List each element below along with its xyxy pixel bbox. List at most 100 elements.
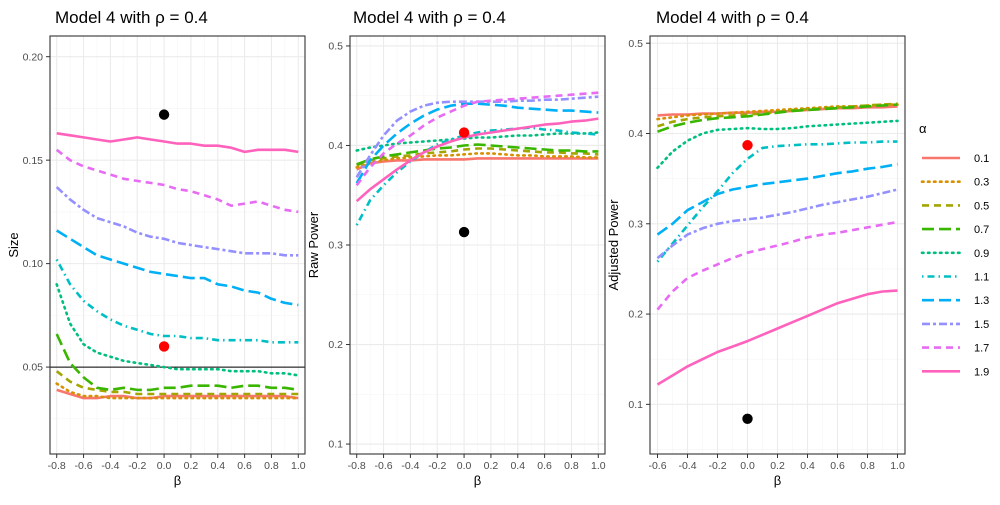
series-line-0-3 [55, 382, 300, 400]
x-tick-label: 0.4 [210, 460, 225, 472]
red-point [742, 140, 753, 151]
series-line-0-7 [657, 103, 898, 133]
series-line-0-7 [55, 333, 299, 392]
series-group [355, 91, 600, 226]
series-line-1-3 [56, 229, 299, 307]
x-tick-label: 1.0 [890, 460, 905, 472]
legend-label: 0.5 [974, 200, 989, 212]
legend-label: 0.9 [974, 248, 989, 260]
legend-label: 0.7 [974, 224, 989, 236]
y-tick-label: 0.1 [628, 399, 643, 411]
x-tick-label: 0.0 [157, 460, 172, 472]
black-point [458, 226, 470, 238]
y-tick-label: 0.3 [628, 218, 643, 230]
series-line-0-3 [656, 103, 899, 121]
y-tick-label: 0.2 [628, 309, 643, 321]
series-line-1-9 [355, 117, 599, 203]
legend-title: α [919, 121, 927, 136]
chart-title: Model 4 with ρ = 0.4 [353, 8, 506, 27]
x-tick-label: 1.0 [591, 460, 606, 472]
y-tick-label: 0.5 [328, 41, 343, 53]
x-tick-label: 0.4 [510, 460, 525, 472]
panel-2: -0.8 -0.6 -0.4 -0.2 0.0 0.2 0.4 0.6 0.8 1.0 0.1 0.2… [306, 8, 606, 488]
y-tick-label: 0.2 [328, 339, 343, 351]
y-tick-label: 0.1 [328, 439, 343, 451]
series-line-0-5 [356, 147, 599, 167]
series-line-1-7 [656, 220, 898, 311]
x-axis-title: β [174, 473, 181, 488]
series-line-1-5 [656, 188, 898, 260]
series-line-0-1 [356, 157, 599, 171]
y-tick-label: 0.05 [23, 362, 44, 374]
x-tick-label: 0.6 [237, 460, 252, 472]
y-tick-label: 0.20 [23, 51, 44, 63]
y-tick-label: 0.4 [628, 128, 643, 140]
x-tick-label: 0.6 [537, 460, 552, 472]
x-tick-label: 0.8 [860, 460, 875, 472]
x-tick-label: 0.2 [184, 460, 199, 472]
x-tick-label: 0.4 [800, 460, 815, 472]
x-tick-label: 0.2 [484, 460, 499, 472]
x-tick-label: 0.8 [564, 460, 579, 472]
panel-1: -0.8 -0.6 -0.4 -0.2 0.0 0.2 0.4 0.6 0.8 1.0 0.05 0.… [6, 8, 306, 488]
x-tick-label: -0.2 [708, 460, 726, 472]
legend-label: 1.1 [974, 272, 989, 284]
x-axis-title: β [774, 473, 781, 488]
x-tick-label: -0.2 [128, 460, 146, 472]
legend-label: 0.3 [974, 177, 989, 189]
series-line-1-7 [355, 91, 599, 187]
x-tick-label: -0.6 [375, 460, 393, 472]
series-line-1-9 [56, 132, 299, 154]
x-tick-label: -0.8 [48, 460, 66, 472]
y-axis-title: Raw Power [306, 211, 321, 278]
legend-label: 1.3 [974, 295, 989, 307]
series-line-0-1 [56, 388, 299, 400]
series-line-1-1 [355, 126, 599, 226]
black-point [742, 413, 753, 424]
series-line-1-9 [656, 289, 898, 386]
x-tick-label: 0.2 [770, 460, 785, 472]
legend-label: 1.5 [974, 319, 989, 331]
y-tick-label: 0.10 [23, 258, 44, 270]
series-line-1-3 [656, 162, 898, 236]
series-line-0-9 [55, 282, 300, 377]
black-point [158, 109, 170, 120]
x-tick-label: 0.8 [264, 460, 279, 472]
series-line-0-3 [355, 152, 600, 169]
x-tick-label: 1.0 [291, 460, 306, 472]
series-line-0-5 [55, 370, 299, 396]
x-tick-label: -0.6 [648, 460, 666, 472]
legend-label: 0.1 [974, 153, 989, 165]
chart-title: Model 4 with ρ = 0.4 [656, 8, 809, 27]
x-tick-label: -0.4 [678, 460, 696, 472]
series-line-0-9 [656, 119, 899, 170]
series-group [55, 132, 300, 400]
legend-label: 1.7 [974, 343, 989, 355]
y-tick-label: 0.15 [23, 155, 44, 167]
x-tick-label: -0.8 [348, 460, 366, 472]
x-tick-label: 0.0 [740, 460, 755, 472]
legend: α 0.1 0.3 0.5 0.7 0.9 1.1 1.3 1.5 1.7 1.9 [919, 121, 989, 378]
y-axis-title: Size [6, 232, 21, 257]
series-line-0-7 [356, 143, 599, 166]
x-axis-title: β [474, 473, 481, 488]
y-tick-label: 0.3 [328, 240, 343, 252]
x-tick-label: 0.0 [457, 460, 472, 472]
red-point [458, 127, 470, 138]
y-tick-label: 0.4 [328, 140, 343, 152]
panel-border [49, 35, 306, 455]
series-line-1-5 [55, 186, 299, 257]
x-tick-label: -0.4 [101, 460, 119, 472]
legend-label: 1.9 [974, 366, 989, 378]
panel-3: -0.6 -0.4 -0.2 0.0 0.2 0.4 0.6 0.8 1.0 0.1 0.2 0.3 0… [606, 8, 906, 488]
series-line-1-1 [55, 258, 299, 344]
chart-title: Model 4 with ρ = 0.4 [55, 8, 208, 27]
x-tick-label: -0.2 [428, 460, 446, 472]
x-tick-label: -0.4 [401, 460, 419, 472]
y-tick-label: 0.5 [628, 38, 643, 50]
series-line-0-9 [355, 131, 600, 152]
x-tick-label: -0.6 [75, 460, 93, 472]
x-tick-label: 0.6 [830, 460, 845, 472]
